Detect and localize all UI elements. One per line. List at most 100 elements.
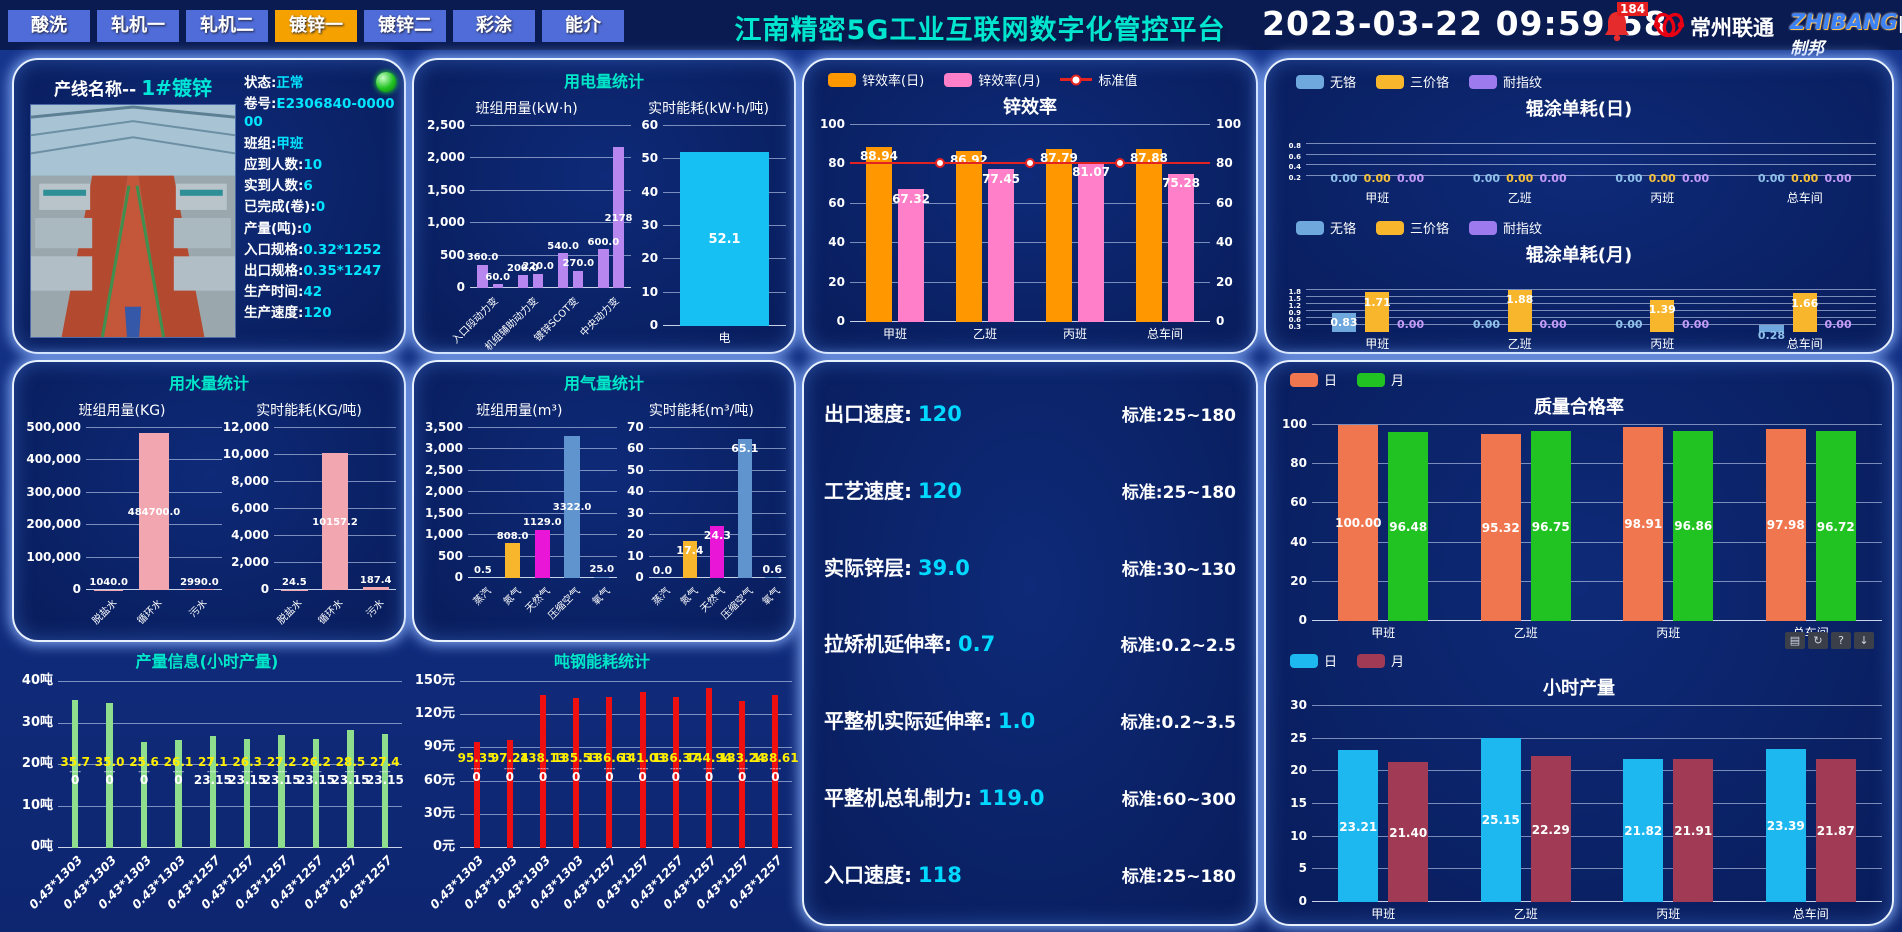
line-info-fields: 状态:正常 卷号:E2306840-000000 班组:甲班 应到人数:10 实到人数:… [244,74,396,323]
plot-area: 95.35 ---- 0 97.24 ---- 0 138.13 ---- 0 135.53 ---… [458,681,799,848]
bar-slot: 81.07 [1072,125,1110,322]
bar-value: 1040.0 [89,577,128,589]
metric-row-6: 平整机总轧制力: 119.0 标准:60~300 [824,782,1236,811]
gridline [1312,770,1882,772]
bar [506,740,513,848]
legend-item: 三价铬 [1376,72,1449,91]
y-tick: 80 [1290,456,1307,471]
bar [1480,434,1521,621]
x-category-label: 脱盐水 [275,597,305,627]
bar-slot: 0.5 [474,428,492,578]
chart-legend: 无铬 三价铬 耐指纹 [1282,64,1876,93]
y-tick: 0 [454,570,463,584]
bar-group: 65.1 [731,428,758,578]
chart-body: 0 20 40 60 80 100 88.94 67.32 86.92 77.45 87.79 81.… [814,117,1246,328]
y-tick: 0 [1298,613,1307,627]
metric-value: 118 [918,862,962,887]
bar-value-divider: ---- [310,767,322,777]
bar-value: 0.00 [1681,172,1710,186]
bar-group: 133.24 ---- 0 [719,682,765,848]
gridline [58,722,402,724]
nav-tab-1[interactable]: 酸洗 [8,10,90,42]
bar [1365,292,1390,332]
bar-slot: 484700.0 [128,428,180,590]
nav-tab-6[interactable]: 彩涂 [453,10,535,42]
metric-value: 39.0 [918,555,970,580]
info-field-label: 产量(吨): [244,220,303,237]
bar [1507,290,1532,332]
x-category-label: 甲班 [1371,907,1396,921]
bar-slot: 0.00 [1756,144,1786,186]
bar [564,435,580,578]
bar-group: 0.00 1.88 0.00 [1449,290,1592,332]
bar [505,543,521,578]
bar-slot: 95.32 [1477,425,1524,621]
gridline [460,747,792,749]
nav-tab-7[interactable]: 能介 [542,10,624,42]
bar-slot: 0.00 [1395,290,1425,332]
plot-area: 35.7 ---- 0 35.0 ---- 0 25.6 ---- 0 26.1 ---- 0 27.1… [58,681,404,848]
x-category: 氧气 [587,578,617,634]
chart-body: 0 5 10 15 20 25 30 23.21 21.40 25.15 22.29 21.82 21.… [1276,698,1882,908]
nav-tab-2[interactable]: 轧机一 [97,10,179,42]
y-tick: 30 [1290,698,1307,712]
x-category: 总车间 [1120,322,1210,344]
bar [1815,431,1856,621]
y-tick: 100 [1281,417,1307,431]
bar-slot: 1.88 [1505,290,1535,332]
y-tick: 3,000 [425,441,463,456]
x-category-label: 甲班 [882,327,907,341]
brand-logo: ZHIBANG|制邦 [1790,10,1902,59]
bar-group: 0.00 1.39 0.00 [1591,290,1734,332]
bar [1623,759,1664,902]
y-tick: 70 [627,420,644,434]
bar-subvalue: 23.15 [297,773,336,788]
bar-slot: 808.0 [497,428,528,578]
y-axis-right: 0 20 40 60 80 100 [1210,117,1246,328]
bar-value: 17.4 [676,544,704,558]
x-category-label: 污水 [364,597,387,620]
bar-value: 23.21 [1339,819,1378,834]
bar [672,697,679,848]
bar-group: 95.32 96.75 [1455,425,1598,621]
gridline [460,714,792,716]
bar-group: 24.5 [274,428,315,590]
bar-value-divider: ---- [769,764,782,774]
bar-value: 0.00 [1615,318,1643,332]
restore-icon[interactable]: ↻ [1808,632,1828,649]
nav-tab-4[interactable]: 镀锌一 [275,10,357,42]
bar-slot: 144.94 ---- 0 [686,682,732,848]
gridline [850,321,1210,322]
y-tick: 0 [836,314,845,328]
bar-group: 540.0 270.0 [547,126,594,288]
x-category: 氧气 [759,578,786,634]
bar-value-divider: ---- [69,767,81,777]
nav-tab-5[interactable]: 镀锌二 [364,10,446,42]
x-axis: 0.43*1303 0.43*1303 0.43*1303 0.43*1303 0.43… [26,848,402,926]
bar-value-divider: ---- [207,767,219,777]
y-tick: 100 [1216,117,1242,131]
y-axis: 0.2 0.4 0.6 0.8 [1282,142,1306,186]
bar-value: 0.0 [652,564,673,578]
bar-value: 0.00 [1363,172,1391,186]
x-category-label: 甲班 [1365,337,1390,351]
info-field-value: 正常 [276,75,304,91]
download-icon[interactable]: ↓ [1854,632,1874,649]
info-field-1: 状态:正常 [244,74,396,92]
help-icon[interactable]: ? [1831,632,1851,649]
bar-value: 77.45 [982,171,1021,186]
data-view-icon[interactable]: ▤ [1785,632,1805,649]
bar-slot: 22.29 [1527,706,1574,902]
info-field-label: 生产速度: [244,305,304,322]
gridline [850,202,1210,204]
y-tick: 2,000 [231,555,270,570]
bar-slot: 0.0 [652,428,673,578]
nav-tab-3[interactable]: 轧机二 [186,10,268,42]
metric-standard: 标准:30~130 [1121,559,1236,580]
bar-value: 96.75 [1531,519,1570,534]
bar [573,270,584,288]
info-field-value: 甲班 [276,135,304,152]
alarm-bell-icon[interactable]: 184 [1603,2,1649,48]
bar-slot: 0.00 [1471,290,1501,332]
chart-toolbox: ▤ ↻? ↓ [1785,632,1874,649]
